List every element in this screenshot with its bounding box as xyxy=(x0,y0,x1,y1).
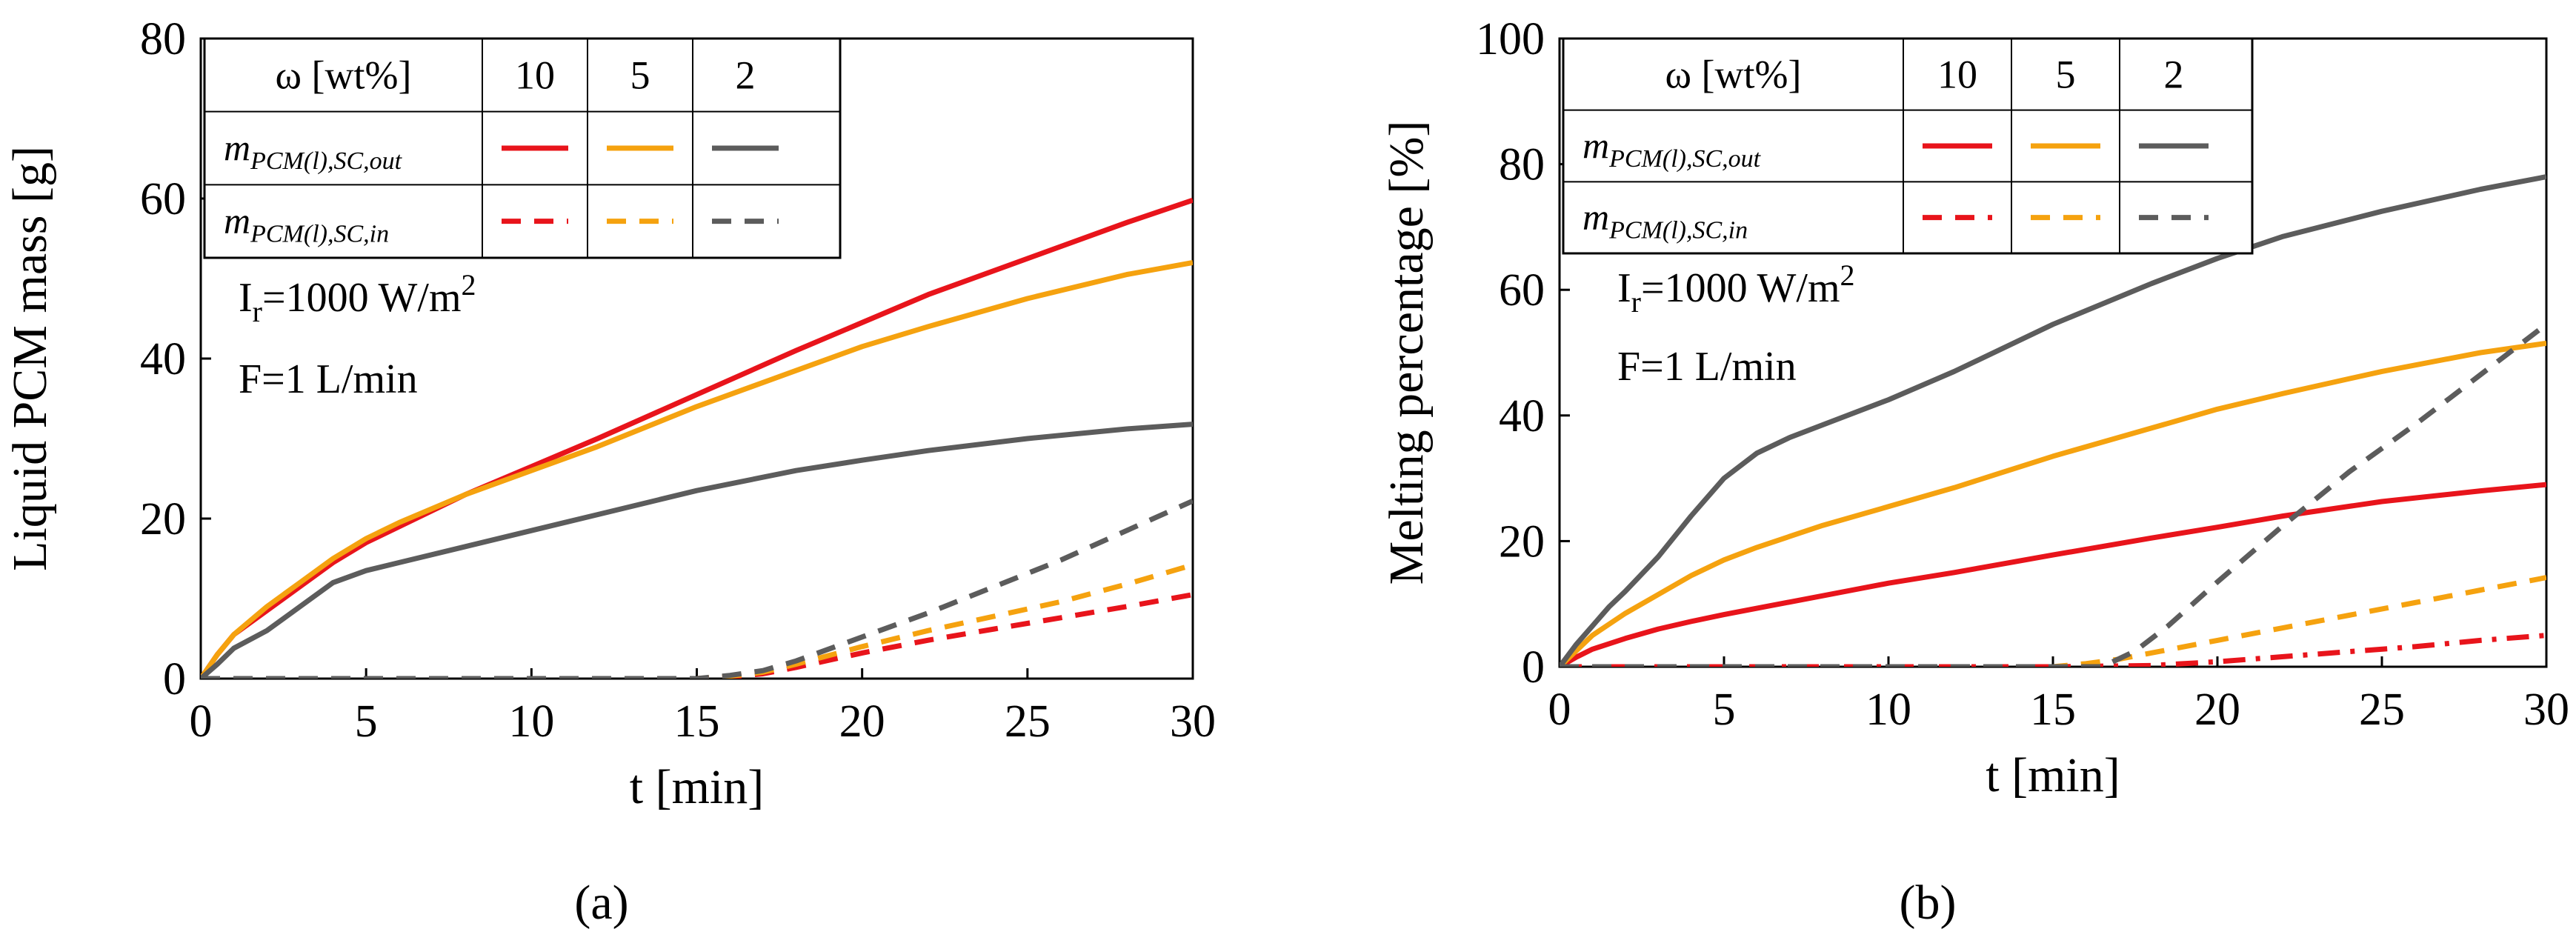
y-tick-label: 20 xyxy=(1499,516,1545,567)
legend-box xyxy=(1562,37,2254,255)
series-line-solid-2 xyxy=(201,422,1193,679)
legend-table: ω [wt%] 10 5 2 mPCM(l),SC,out mPCM(l),SC,in xyxy=(203,37,842,259)
series-line-dashed-10 xyxy=(201,592,1193,679)
series-group xyxy=(201,197,1193,679)
x-tick-label: 30 xyxy=(1170,696,1216,747)
x-axis-label: t [min] xyxy=(630,760,764,814)
x-tick-label: 5 xyxy=(355,696,378,747)
y-tick-label: 0 xyxy=(163,654,186,705)
y-tick-label: 60 xyxy=(140,174,186,224)
series-line-solid-5 xyxy=(1560,340,2546,667)
y-axis-label: Melting percentage [%] xyxy=(1379,121,1434,585)
y-tick-label: 60 xyxy=(1499,265,1545,316)
y-tick-label: 20 xyxy=(140,494,186,545)
x-tick-label: 30 xyxy=(2523,685,2569,735)
x-tick-label: 5 xyxy=(1713,685,1736,735)
x-tick-label: 0 xyxy=(190,696,213,747)
legend-header-label: ω [wt%] xyxy=(1665,52,1802,96)
x-tick-label: 10 xyxy=(508,696,554,747)
x-tick-label: 20 xyxy=(839,696,885,747)
y-tick-label: 80 xyxy=(1499,140,1545,190)
y-tick-label: 0 xyxy=(1522,642,1545,693)
legend-table: ω [wt%] 10 5 2 mPCM(l),SC,out mPCM(l),SC,in xyxy=(1562,37,2254,255)
legend-column-label: 10 xyxy=(515,53,555,97)
x-tick-label: 20 xyxy=(2194,685,2240,735)
series-line-solid-2 xyxy=(1560,174,2546,667)
series-line-dashed-5 xyxy=(1560,575,2546,667)
series-line-dashed-2 xyxy=(1560,322,2546,667)
series-line-dashed-2 xyxy=(201,499,1193,679)
y-tick-label: 100 xyxy=(1476,14,1545,64)
y-tick-label: 40 xyxy=(1499,391,1545,442)
legend-row-label: mPCM(l),SC,out xyxy=(224,127,403,175)
legend-column-label: 5 xyxy=(2056,52,2076,96)
x-tick-label: 0 xyxy=(1548,685,1571,735)
series-line-solid-5 xyxy=(201,259,1193,679)
panel-label: (b) xyxy=(1900,876,1957,930)
x-axis-label: t [min] xyxy=(1986,748,2120,802)
x-tick-label: 15 xyxy=(674,696,720,747)
legend-column-label: 5 xyxy=(630,53,650,97)
legend-row-label: mPCM(l),SC,out xyxy=(1582,124,1762,173)
y-tick-label: 80 xyxy=(140,14,186,64)
irradiance-annotation: Ir=1000 W/m2 xyxy=(239,268,476,328)
legend-column-label: 2 xyxy=(736,53,756,97)
panel-label: (a) xyxy=(574,876,628,930)
series-group xyxy=(1560,174,2546,667)
y-tick-label: 40 xyxy=(140,334,186,384)
legend-column-label: 10 xyxy=(1937,52,1977,96)
x-tick-label: 25 xyxy=(1005,696,1051,747)
series-line-solid-10 xyxy=(1560,482,2546,667)
legend-row-label: mPCM(l),SC,in xyxy=(224,200,389,248)
x-tick-label: 25 xyxy=(2359,685,2405,735)
legend-row-label: mPCM(l),SC,in xyxy=(1582,196,1748,244)
legend-header-label: ω [wt%] xyxy=(276,53,412,97)
legend-column-label: 2 xyxy=(2164,52,2184,96)
y-axis-label: Liquid PCM mass [g] xyxy=(3,146,57,571)
flow-annotation: F=1 L/min xyxy=(239,356,418,402)
x-tick-label: 15 xyxy=(2030,685,2076,735)
x-tick-label: 10 xyxy=(1866,685,1911,735)
irradiance-annotation: Ir=1000 W/m2 xyxy=(1617,259,1855,319)
flow-annotation: F=1 L/min xyxy=(1617,344,1797,390)
series-line-dashed-5 xyxy=(201,562,1193,679)
